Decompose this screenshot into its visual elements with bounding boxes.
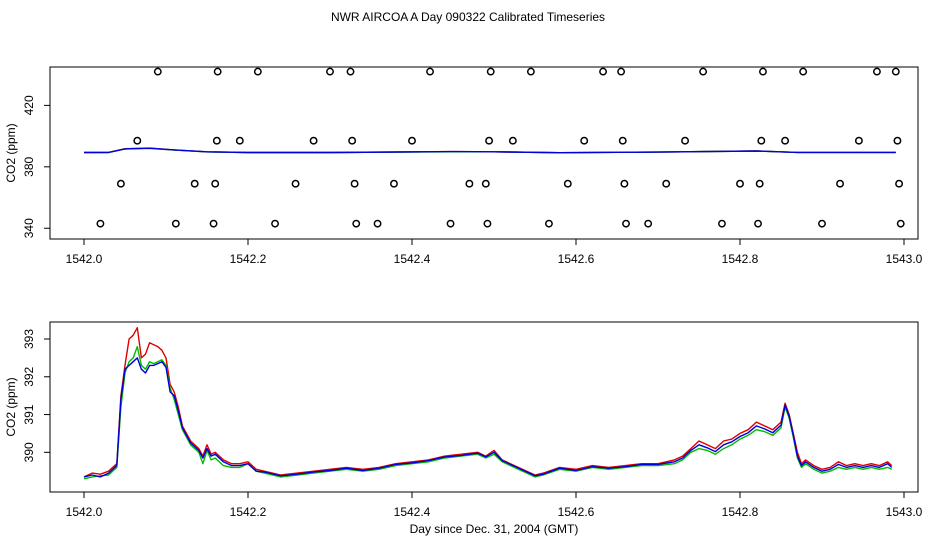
data-point [893,136,902,145]
data-point [373,219,382,228]
data-point [213,67,222,76]
x-tick-label: 1542.6 [558,505,595,519]
data-point [895,179,904,188]
data-point [872,67,881,76]
data-point [96,219,105,228]
x-tick-label: 1542.2 [230,505,267,519]
data-point [699,67,708,76]
data-point [446,219,455,228]
y-tick-label: 393 [22,329,36,349]
data-point [718,219,726,228]
data-point [350,179,359,188]
plot-frame [49,66,919,240]
data-point [754,219,762,228]
y-tick-label: 340 [22,218,36,238]
data-point [508,136,517,145]
bottom-co2-chart: 1542.0 1542.2 1542.4 1542.6 1542.8 1543.0 390 3… [4,321,923,536]
data-point [253,67,262,76]
data-point [759,67,767,76]
x-axis-label: Day since Dec. 31, 2004 (GMT) [410,522,579,536]
x-tick-label: 1542.8 [722,505,759,519]
data-point [563,179,572,188]
data-point [486,67,495,76]
x-tick-label: 1542.4 [394,252,431,266]
data-point [854,136,863,145]
series-line [83,357,893,478]
data-point [618,136,627,145]
x-tick-label: 1543.0 [886,252,923,266]
data-point [891,67,900,76]
data-point [681,136,690,145]
data-point [116,179,125,188]
data-point [346,67,355,76]
data-point [781,136,790,145]
page-title: NWR AIRCOA A Day 090322 Calibrated Times… [330,10,606,24]
data-point [465,179,474,188]
data-point [291,179,300,188]
data-point [481,179,490,188]
plot-frame [49,321,919,493]
data-point [133,136,142,145]
data-point [153,67,162,76]
x-tick-label: 1542.8 [722,252,759,266]
data-point [348,136,357,145]
y-tick-label: 380 [22,156,36,176]
x-tick-label: 1542.0 [66,252,103,266]
x-tick-label: 1542.2 [230,252,267,266]
data-point [644,219,653,228]
data-point [212,136,221,145]
data-point [757,136,766,145]
y-tick-label: 392 [22,366,36,386]
data-point [526,67,535,76]
data-point [211,179,220,188]
data-point [426,67,434,76]
data-point [799,67,808,76]
data-point [171,219,180,228]
y-axis-label: CO2 (ppm) [4,123,18,182]
data-point [896,219,905,228]
data-point [309,136,318,145]
data-point [617,67,626,76]
y-tick-label: 390 [22,442,36,462]
data-point [836,179,844,188]
data-point [662,179,671,188]
data-point [485,136,494,145]
y-tick-label: 420 [22,95,36,115]
x-tick-label: 1543.0 [886,505,923,519]
data-point [209,219,218,228]
data-point [235,136,244,145]
x-tick-label: 1542.4 [394,505,431,519]
data-point [271,219,280,228]
x-tick-label: 1542.0 [66,505,103,519]
data-point [622,219,630,228]
y-axis-label: CO2 (ppm) [4,377,18,436]
data-point [580,136,589,145]
data-point [326,67,334,76]
data-point [736,179,744,188]
data-point [620,179,629,188]
data-point [352,219,361,228]
data-point [390,179,398,188]
data-point [544,219,553,228]
y-tick-label: 391 [22,404,36,424]
data-point [190,179,199,188]
data-point [408,136,416,145]
data-point [483,219,492,228]
data-point [599,67,608,76]
series-line [83,147,896,154]
x-axis-label: Day since Dec. 31, 2004 (GMT) [410,269,579,270]
series-line [83,345,892,480]
data-point [818,219,826,228]
data-point [755,179,764,188]
top-co2-chart: 1542.0 1542.2 1542.4 1542.6 1542.8 1543.0 340 3… [4,66,923,270]
x-tick-label: 1542.6 [558,252,595,266]
